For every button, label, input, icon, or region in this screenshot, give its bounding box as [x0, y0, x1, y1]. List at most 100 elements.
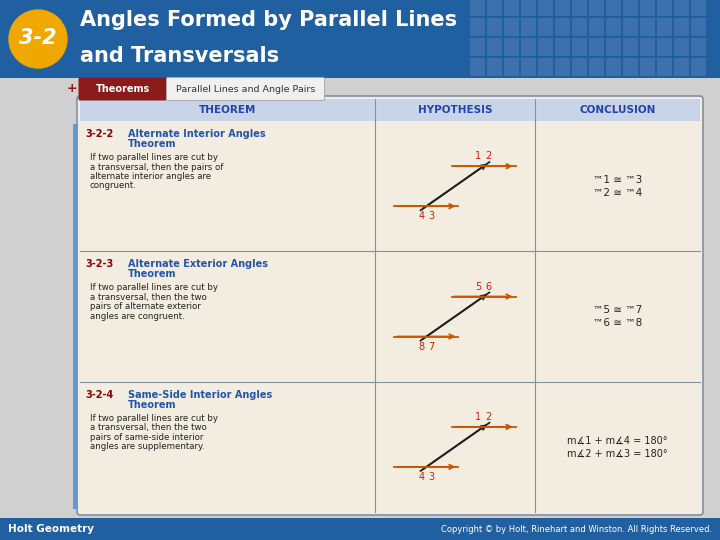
Text: 3-2-4: 3-2-4	[85, 390, 113, 400]
Bar	[73, 124, 78, 509]
Text: pairs of same-side interior: pairs of same-side interior	[90, 433, 203, 442]
Bar	[504, 58, 519, 76]
Bar	[470, 58, 485, 76]
Text: ™5 ≅ ™7: ™5 ≅ ™7	[593, 305, 642, 315]
Text: Theorem: Theorem	[128, 400, 176, 410]
Text: ™6 ≅ ™8: ™6 ≅ ™8	[593, 318, 642, 328]
Text: Parallel Lines and Angle Pairs: Parallel Lines and Angle Pairs	[176, 84, 315, 93]
Bar	[538, 58, 553, 76]
Bar	[606, 0, 621, 16]
Bar	[623, 18, 638, 36]
Bar	[674, 18, 689, 36]
Text: 8: 8	[418, 341, 424, 352]
Text: congruent.: congruent.	[90, 181, 137, 191]
Bar	[674, 38, 689, 56]
Text: Copyright © by Holt, Rinehart and Winston. All Rights Reserved.: Copyright © by Holt, Rinehart and Winsto…	[441, 524, 712, 534]
Text: pairs of alternate exterior: pairs of alternate exterior	[90, 302, 201, 312]
Bar	[504, 0, 519, 16]
Bar	[589, 58, 604, 76]
Text: +: +	[67, 83, 77, 96]
Text: CONCLUSION: CONCLUSION	[580, 105, 656, 115]
Bar	[504, 38, 519, 56]
Text: 5: 5	[475, 281, 482, 292]
Bar	[572, 38, 587, 56]
Bar	[674, 0, 689, 16]
Bar	[0, 518, 720, 540]
Bar	[487, 18, 502, 36]
Bar	[521, 38, 536, 56]
Text: HYPOTHESIS: HYPOTHESIS	[418, 105, 492, 115]
Bar	[572, 18, 587, 36]
Text: 1: 1	[475, 151, 482, 161]
Text: THEOREM: THEOREM	[199, 105, 256, 115]
Bar	[572, 58, 587, 76]
Bar	[555, 58, 570, 76]
Bar	[623, 0, 638, 16]
Bar	[589, 38, 604, 56]
Text: a transversal, then the two: a transversal, then the two	[90, 293, 207, 302]
Bar	[640, 38, 655, 56]
Text: 2: 2	[485, 412, 492, 422]
Bar	[521, 58, 536, 76]
Text: and Transversals: and Transversals	[80, 46, 279, 66]
FancyBboxPatch shape	[78, 78, 166, 100]
Bar	[470, 18, 485, 36]
Text: 6: 6	[485, 281, 492, 292]
Bar	[80, 99, 700, 121]
Text: 1: 1	[475, 412, 482, 422]
Bar	[606, 38, 621, 56]
Text: If two parallel lines are cut by: If two parallel lines are cut by	[90, 414, 218, 423]
Text: alternate interior angles are: alternate interior angles are	[90, 172, 211, 181]
Bar	[538, 38, 553, 56]
Bar	[657, 58, 672, 76]
Text: m∡2 + m∡3 = 180°: m∡2 + m∡3 = 180°	[567, 448, 668, 458]
Bar	[589, 18, 604, 36]
Bar	[657, 18, 672, 36]
Bar	[538, 18, 553, 36]
Bar	[674, 58, 689, 76]
Bar	[657, 38, 672, 56]
FancyBboxPatch shape	[166, 78, 325, 100]
Text: Theorems: Theorems	[95, 84, 150, 94]
Bar	[0, 78, 720, 518]
Bar	[657, 0, 672, 16]
Text: 3-2: 3-2	[19, 28, 57, 48]
Bar	[640, 58, 655, 76]
Bar	[538, 0, 553, 16]
Text: a transversal, then the pairs of: a transversal, then the pairs of	[90, 163, 223, 172]
Text: 4: 4	[418, 211, 424, 221]
Bar	[470, 38, 485, 56]
Bar	[606, 18, 621, 36]
Text: angles are supplementary.: angles are supplementary.	[90, 442, 204, 451]
FancyBboxPatch shape	[77, 96, 703, 515]
Bar	[521, 0, 536, 16]
Bar	[487, 58, 502, 76]
Bar	[691, 38, 706, 56]
Bar	[640, 0, 655, 16]
Text: a transversal, then the two: a transversal, then the two	[90, 423, 207, 432]
Text: 3-2-2: 3-2-2	[85, 129, 113, 139]
Text: ™2 ≅ ™4: ™2 ≅ ™4	[593, 188, 642, 198]
Bar	[470, 0, 485, 16]
Text: Alternate Exterior Angles: Alternate Exterior Angles	[128, 259, 268, 269]
Bar	[487, 38, 502, 56]
Bar	[521, 18, 536, 36]
Bar	[623, 58, 638, 76]
Bar	[555, 0, 570, 16]
Bar	[555, 38, 570, 56]
Bar	[606, 58, 621, 76]
Text: If two parallel lines are cut by: If two parallel lines are cut by	[90, 153, 218, 162]
Bar	[555, 18, 570, 36]
Bar	[691, 58, 706, 76]
Text: 7: 7	[428, 341, 435, 352]
Text: ™1 ≅ ™3: ™1 ≅ ™3	[593, 174, 642, 185]
Text: 3: 3	[428, 472, 435, 482]
Text: Holt Geometry: Holt Geometry	[8, 524, 94, 534]
Text: 3-2-3: 3-2-3	[85, 259, 113, 269]
Text: 4: 4	[418, 472, 424, 482]
Bar	[572, 0, 587, 16]
Text: Alternate Interior Angles: Alternate Interior Angles	[128, 129, 266, 139]
Bar	[691, 18, 706, 36]
Bar	[640, 18, 655, 36]
Circle shape	[9, 10, 67, 68]
